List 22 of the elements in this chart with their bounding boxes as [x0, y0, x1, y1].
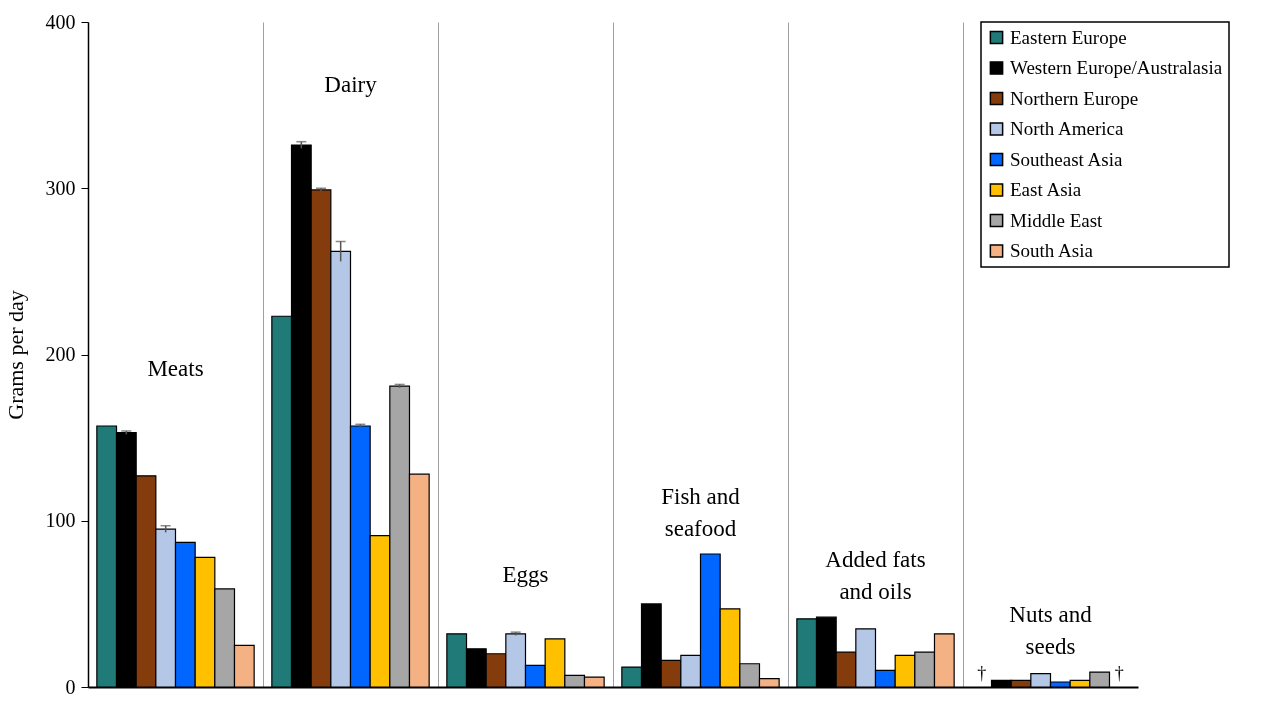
x-tick-label: Added fats and oils — [825, 547, 926, 605]
legend-label: South Asia — [1010, 240, 1094, 261]
legend-label: East Asia — [1010, 179, 1082, 200]
y-tick-label: 0 — [65, 675, 76, 698]
legend-label: Northern Europe — [1010, 87, 1139, 109]
legend-label: Western Europe/Australasia — [1010, 57, 1223, 78]
y-tick-label: 300 — [45, 176, 76, 199]
annotation: † — [1114, 663, 1124, 683]
x-tick-label: Dairy — [324, 71, 378, 97]
legend-label: Southeast Asia — [1010, 148, 1123, 170]
y-tick-label: 100 — [45, 509, 76, 532]
x-tick-label: Nuts and seeds — [1009, 602, 1093, 660]
y-tick-label: 200 — [45, 343, 76, 365]
x-tick-label: Meats — [147, 355, 204, 381]
x-tick-label: Eggs — [502, 562, 549, 588]
legend-label: North America — [1010, 118, 1124, 139]
y-axis-title: Grams per day — [2, 290, 28, 420]
legend-label: Eastern Europe — [1010, 26, 1127, 48]
annotation: † — [977, 663, 987, 683]
legend-label: Middle East — [1010, 209, 1104, 231]
x-tick-label: Fish and seafood — [661, 484, 741, 541]
y-tick-label: 400 — [45, 10, 76, 33]
